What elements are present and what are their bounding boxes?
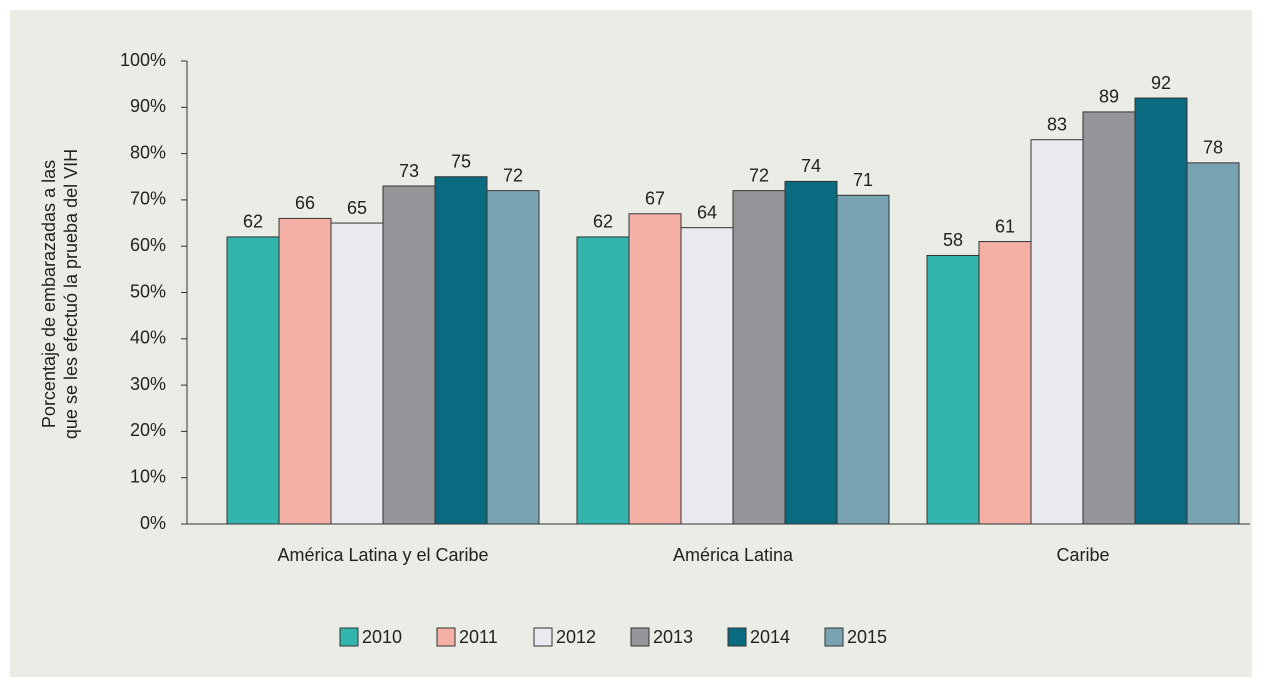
value-label: 71 [853,170,873,190]
y-tick-label: 80% [130,142,166,162]
legend-swatch [533,627,553,647]
bar [784,180,838,525]
value-label: 66 [295,193,315,213]
bar [1186,162,1240,525]
y-tick-label: 0% [140,513,166,533]
y-tick-label: 90% [130,96,166,116]
bar [628,213,682,525]
value-label: 73 [399,161,419,181]
bar [1030,139,1084,525]
value-label: 72 [503,165,523,185]
value-label: 75 [451,152,471,172]
legend-label: 2011 [459,627,498,647]
bar [836,194,890,525]
bar [978,241,1032,525]
legend-label: 2013 [653,627,693,647]
legend-label: 2010 [362,627,402,647]
bar [926,254,980,525]
legend-label: 2014 [750,627,790,647]
bar [434,176,488,525]
bar [576,236,630,525]
bar [226,236,280,525]
y-axis-label: que se les efectuó la prueba del VIH [61,149,81,439]
legend-swatch [630,627,650,647]
value-label: 78 [1203,138,1223,158]
value-label: 67 [645,189,665,209]
y-axis-label: Porcentaje de embarazadas a las [39,160,59,428]
y-tick-label: 20% [130,420,166,440]
bar [278,217,332,525]
bar [1082,111,1136,525]
y-tick-label: 50% [130,281,166,301]
legend-label: 2012 [556,627,596,647]
value-label: 61 [995,216,1015,236]
value-label: 72 [749,165,769,185]
legend-swatch [824,627,844,647]
legend-label: 2015 [847,627,887,647]
legend-swatch [339,627,359,647]
y-tick-label: 100% [120,50,166,70]
x-tick-label: América Latina [673,545,794,565]
y-tick-label: 30% [130,374,166,394]
value-label: 92 [1151,73,1171,93]
value-label: 65 [347,198,367,218]
value-label: 62 [593,212,613,232]
value-label: 58 [943,230,963,250]
bar [330,222,384,525]
legend-swatch [727,627,747,647]
y-tick-label: 70% [130,189,166,209]
value-label: 83 [1047,114,1067,134]
x-tick-label: Caribe [1056,545,1109,565]
value-label: 64 [697,202,717,222]
value-label: 89 [1099,87,1119,107]
legend-swatch [436,627,456,647]
bar [680,227,734,525]
bar [486,190,540,525]
y-tick-label: 10% [130,466,166,486]
value-label: 74 [801,156,821,176]
y-tick-label: 60% [130,235,166,255]
y-tick-label: 40% [130,328,166,348]
bar [732,190,786,525]
bar [1134,97,1188,525]
bar [382,185,436,525]
value-label: 62 [243,212,263,232]
x-tick-label: América Latina y el Caribe [277,545,488,565]
